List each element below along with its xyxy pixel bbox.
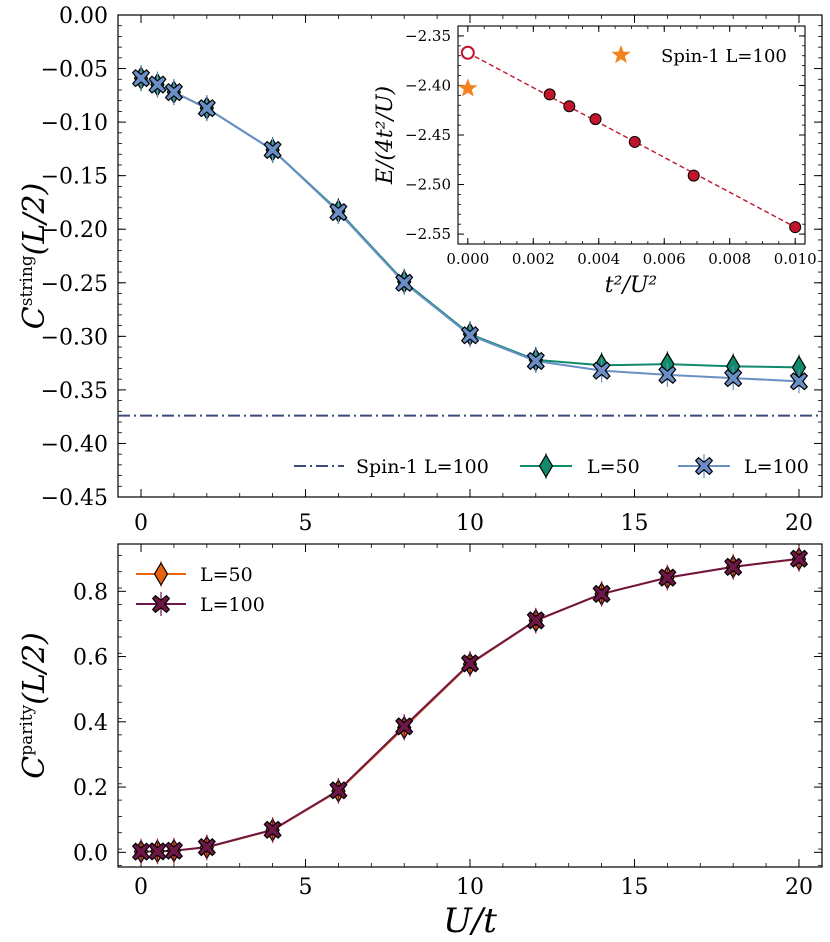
bottom-x-tick-label: 15 [620, 875, 648, 900]
bottom-x-tick-label: 10 [456, 875, 484, 900]
top-y-tick-label: −0.20 [41, 218, 108, 243]
top-x-tick-label: 5 [299, 511, 313, 536]
bottom-L100-point [197, 837, 216, 857]
top-L100-point [148, 75, 167, 94]
legend-L100-label: L=100 [744, 456, 809, 478]
inset-y-tick-label: −2.45 [405, 126, 451, 144]
inset-legend-label: Spin-1 L=100 [661, 46, 787, 67]
bottom-x-axis-title: U/t [443, 901, 497, 941]
bottom-y-tick-label: 0.8 [73, 580, 108, 605]
inset-x-tick-label: 0.006 [643, 250, 686, 268]
top-y-tick-label: −0.10 [41, 111, 108, 136]
inset-energy-point [563, 100, 576, 113]
top-y-tick-label: 0.00 [59, 4, 108, 29]
legend-spin1-label: Spin-1 L=100 [356, 456, 489, 478]
legend-L100-marker [694, 456, 714, 476]
inset-plot-frame [457, 25, 806, 245]
bottom-legend-L100-marker [151, 594, 171, 614]
bottom-legend-L50-marker [153, 561, 169, 587]
bottom-L100-point [395, 717, 414, 736]
top-L100-point [263, 140, 282, 160]
inset-energy-point [687, 169, 700, 182]
bottom-L100-point [164, 841, 184, 860]
top-y-tick-label: −0.40 [41, 432, 108, 457]
bottom-y-axis-title: Cparity(L/2) [17, 632, 52, 779]
inset-x-tick-label: 0.000 [446, 250, 489, 268]
top-y-tick-label: −0.35 [41, 379, 108, 404]
top-y-tick-label: −0.45 [41, 486, 108, 511]
inset-y-tick-label: −2.40 [405, 76, 451, 94]
top-L100-point [724, 368, 743, 388]
bottom-legend-L50-label: L=50 [200, 564, 253, 586]
inset-spin1-star [458, 78, 478, 97]
inset-y-tick-label: −2.35 [405, 27, 451, 45]
inset-panel: 0.000 0.002 0.004 0.006 0.008 0.010 −2.35 −2.40… [373, 25, 817, 298]
legend-L50-marker [538, 453, 554, 479]
top-y-tick-label: −0.25 [41, 272, 108, 297]
bottom-L100-point [724, 557, 743, 576]
top-L100-point [395, 273, 414, 292]
inset-y-tick-label: −2.55 [405, 225, 451, 243]
top-y-tick-label: −0.30 [41, 325, 108, 350]
bottom-y-tick-label: 0.6 [73, 646, 108, 671]
top-L100-point [658, 365, 677, 385]
top-x-tick-label: 20 [785, 511, 813, 536]
top-L100-point [789, 372, 809, 391]
top-y-tick-label: −0.15 [41, 165, 108, 190]
top-L100-point [329, 202, 348, 222]
bottom-L100-point [460, 654, 480, 673]
inset-x-tick-label: 0.002 [512, 250, 555, 268]
inset-x-tick-label: 0.004 [577, 250, 620, 268]
top-x-tick-label: 10 [456, 511, 484, 536]
top-L100-point [131, 69, 151, 88]
inset-energy-point [589, 113, 602, 126]
bottom-panel: 0 5 10 15 20 0.0 0.2 0.4 0.6 0.8 U/t Cparity(L/2) L=… [17, 543, 823, 941]
top-x-tick-label: 15 [620, 511, 648, 536]
top-L100-point [592, 361, 611, 380]
inset-y-tick-label: −2.50 [405, 176, 451, 194]
inset-x-axis-title: t²/U² [605, 273, 657, 298]
inset-x-tick-label: 0.010 [774, 250, 817, 268]
bottom-L100-point [526, 611, 545, 630]
top-y-tick-label: −0.05 [41, 58, 108, 83]
bottom-L100-point [329, 781, 348, 800]
top-y-axis-title: Cstring(L/2) [17, 183, 52, 329]
bottom-L100-point [263, 820, 282, 839]
top-L100-point [460, 326, 480, 345]
inset-y-axis-title: E/(4t²/U) [373, 86, 398, 185]
top-L100-point [164, 83, 184, 102]
top-x-tick-label: 0 [134, 511, 148, 536]
legend-L50-label: L=50 [587, 456, 640, 478]
bottom-legend-L100-label: L=100 [200, 594, 265, 616]
top-L100-point [197, 99, 216, 118]
bottom-y-tick-label: 0.4 [73, 711, 108, 736]
bottom-L100-point [789, 549, 809, 568]
bottom-y-tick-label: 0.2 [73, 776, 108, 801]
inset-energy-point [789, 221, 802, 234]
bottom-plot-frame [117, 543, 823, 868]
inset-energy-point [543, 88, 556, 101]
bottom-L100-point [658, 568, 677, 587]
top-L100-point [526, 351, 545, 371]
bottom-y-tick-label: 0.0 [73, 841, 108, 866]
bottom-x-tick-label: 0 [134, 875, 148, 900]
inset-legend-star [611, 45, 631, 64]
bottom-L100-point [592, 584, 611, 604]
inset-extrapolated-point [460, 45, 475, 60]
bottom-x-tick-label: 5 [299, 875, 313, 900]
bottom-x-tick-label: 20 [785, 875, 813, 900]
inset-energy-point [628, 135, 641, 148]
top-panel: 0 5 10 15 20 0.00 −0.05 −0.10 −0.15 −0.20 −0.25 −0.… [17, 4, 823, 536]
inset-x-tick-label: 0.008 [708, 250, 751, 268]
